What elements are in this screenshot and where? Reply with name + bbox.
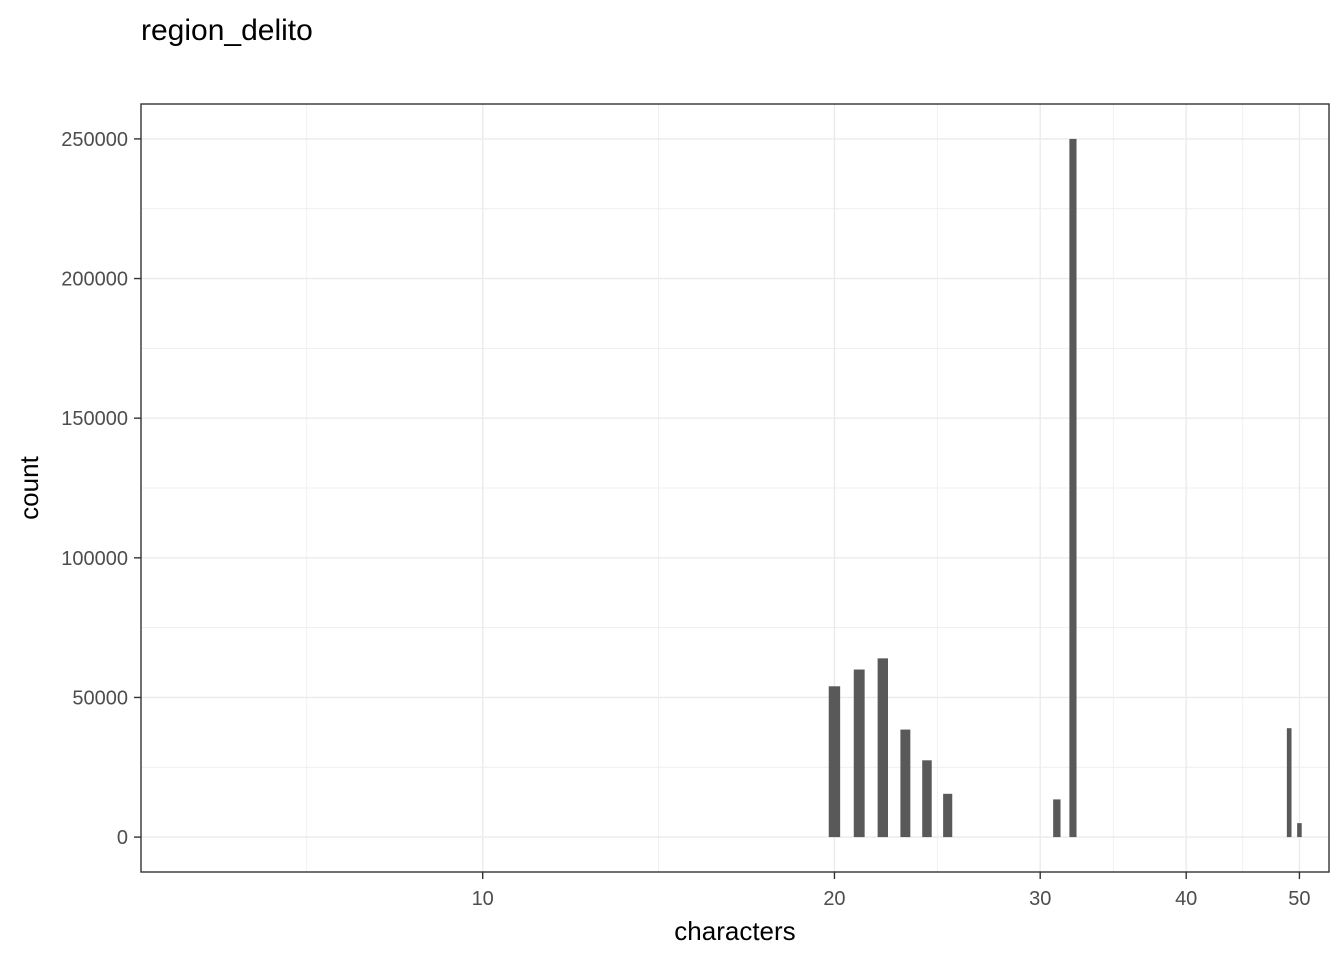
bars xyxy=(828,138,1302,838)
histogram-bar xyxy=(1053,799,1061,838)
grid xyxy=(141,104,1329,872)
histogram-bar xyxy=(922,760,932,838)
x-tick-label: 10 xyxy=(472,888,494,910)
histogram-bar xyxy=(1286,728,1292,838)
x-tick-label: 40 xyxy=(1175,888,1197,910)
x-tick-label: 50 xyxy=(1288,888,1310,910)
histogram-bar xyxy=(877,658,889,838)
y-axis-title: count xyxy=(14,455,44,519)
y-tick-label: 250000 xyxy=(61,129,128,151)
x-tick-label: 30 xyxy=(1029,888,1051,910)
y-tick-label: 50000 xyxy=(72,687,128,709)
histogram-bar xyxy=(1297,823,1302,838)
histogram-bar xyxy=(943,793,953,838)
x-tick-label: 20 xyxy=(823,888,845,910)
y-axis: 0 50000 100000 150000 200000 250000 xyxy=(61,129,141,849)
x-axis-title: characters xyxy=(674,916,795,946)
histogram-bar xyxy=(828,686,841,838)
chart-title: region_delito xyxy=(141,14,313,47)
histogram-bar xyxy=(853,669,865,838)
y-tick-label: 100000 xyxy=(61,548,128,570)
plot-panel xyxy=(140,103,1330,873)
histogram-bar xyxy=(900,729,911,838)
x-axis: 10 20 30 40 50 xyxy=(472,872,1311,910)
y-tick-label: 0 xyxy=(117,827,128,849)
y-tick-label: 200000 xyxy=(61,269,128,291)
histogram-bar xyxy=(1069,138,1077,838)
y-tick-label: 150000 xyxy=(61,408,128,430)
